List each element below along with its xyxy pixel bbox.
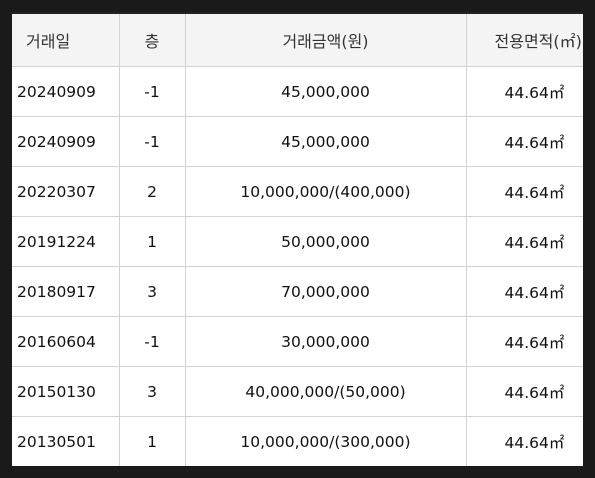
table-row: 20220307 2 10,000,000/(400,000) 44.64㎡ — [12, 166, 583, 217]
transaction-table: 거래일 층 거래금액(원) 전용면적(㎡) 20240909 -1 45,000… — [12, 12, 583, 466]
transaction-table-panel: 거래일 층 거래금액(원) 전용면적(㎡) 20240909 -1 45,000… — [12, 12, 583, 466]
header-price: 거래금액(원) — [185, 12, 467, 67]
cell-price: 10,000,000/(300,000) — [185, 416, 467, 466]
cell-floor: 1 — [119, 416, 186, 466]
cell-area: 44.64㎡ — [466, 266, 583, 317]
cell-floor: 1 — [119, 216, 186, 267]
header-floor: 층 — [119, 12, 186, 67]
cell-price: 10,000,000/(400,000) — [185, 166, 467, 217]
cell-price: 40,000,000/(50,000) — [185, 366, 467, 417]
cell-date: 20191224 — [12, 216, 120, 267]
cell-floor: 2 — [119, 166, 186, 217]
table-header: 거래일 층 거래금액(원) 전용면적(㎡) — [12, 12, 583, 67]
cell-floor: -1 — [119, 66, 186, 117]
cell-area: 44.64㎡ — [466, 66, 583, 117]
cell-floor: 3 — [119, 266, 186, 317]
cell-floor: 3 — [119, 366, 186, 417]
cell-area: 44.64㎡ — [466, 366, 583, 417]
cell-floor: -1 — [119, 316, 186, 367]
cell-date: 20150130 — [12, 366, 120, 417]
cell-date: 20160604 — [12, 316, 120, 367]
table-row: 20191224 1 50,000,000 44.64㎡ — [12, 216, 583, 267]
table-row: 20240909 -1 45,000,000 44.64㎡ — [12, 66, 583, 117]
table-row: 20150130 3 40,000,000/(50,000) 44.64㎡ — [12, 366, 583, 417]
table-row: 20240909 -1 45,000,000 44.64㎡ — [12, 116, 583, 167]
table-row: 20130501 1 10,000,000/(300,000) 44.64㎡ — [12, 416, 583, 466]
cell-area: 44.64㎡ — [466, 216, 583, 267]
cell-area: 44.64㎡ — [466, 116, 583, 167]
header-area: 전용면적(㎡) — [466, 12, 583, 67]
cell-date: 20220307 — [12, 166, 120, 217]
cell-floor: -1 — [119, 116, 186, 167]
cell-date: 20180917 — [12, 266, 120, 317]
cell-price: 30,000,000 — [185, 316, 467, 367]
header-row: 거래일 층 거래금액(원) 전용면적(㎡) — [12, 12, 583, 67]
table-row: 20160604 -1 30,000,000 44.64㎡ — [12, 316, 583, 367]
table-body: 20240909 -1 45,000,000 44.64㎡ 20240909 -… — [12, 66, 583, 466]
cell-price: 50,000,000 — [185, 216, 467, 267]
cell-date: 20130501 — [12, 416, 120, 466]
cell-price: 70,000,000 — [185, 266, 467, 317]
table-row: 20180917 3 70,000,000 44.64㎡ — [12, 266, 583, 317]
cell-date: 20240909 — [12, 66, 120, 117]
cell-area: 44.64㎡ — [466, 416, 583, 466]
cell-area: 44.64㎡ — [466, 166, 583, 217]
cell-price: 45,000,000 — [185, 66, 467, 117]
cell-date: 20240909 — [12, 116, 120, 167]
cell-area: 44.64㎡ — [466, 316, 583, 367]
cell-price: 45,000,000 — [185, 116, 467, 167]
header-date: 거래일 — [12, 12, 120, 67]
